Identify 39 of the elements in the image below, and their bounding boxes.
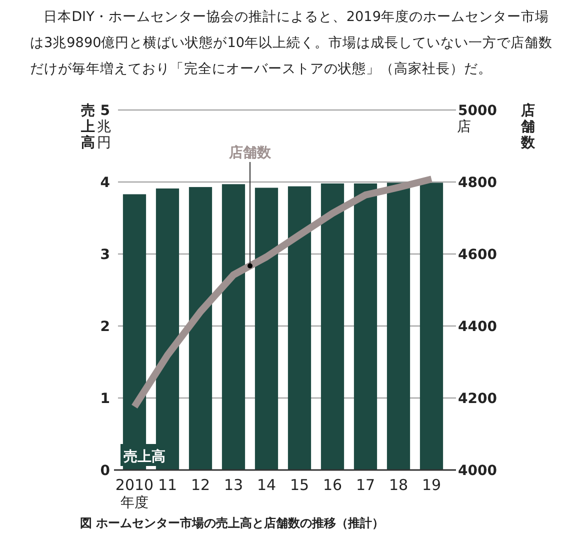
x-tick-label: 13 [224, 476, 244, 494]
y-tick-label: 0 [100, 463, 110, 479]
x-axis-title: 年度 [120, 495, 148, 511]
y-tick-label: 3 [100, 247, 110, 263]
text: 店舗数 [228, 144, 272, 161]
bar [354, 183, 378, 470]
x-tick-label: 19 [422, 476, 442, 494]
x-tick-label: 18 [388, 476, 408, 494]
bar [386, 182, 410, 470]
text: 図 ホームセンター市場の売上高と店舗数の推移（推計） [80, 516, 384, 530]
y-tick-label: 1 [100, 391, 110, 407]
bar [288, 186, 312, 470]
y-tick-label: 5 [100, 103, 110, 119]
bar [188, 187, 212, 470]
y2-tick-label: 4400 [458, 319, 498, 335]
bar [254, 188, 278, 470]
text: 兆円 [97, 119, 111, 151]
bar [320, 183, 344, 470]
series-label: 売上高 [124, 448, 166, 465]
bar [420, 182, 444, 470]
y-tick-label: 2 [100, 319, 110, 335]
x-tick-label: 15 [290, 476, 310, 494]
y2-axis-title: 店舗数 [520, 102, 536, 151]
text: 店 [457, 119, 471, 135]
y2-tick-label: 4200 [458, 391, 498, 407]
y2-tick-label: 4600 [458, 247, 498, 263]
text: 日本DIY・ホームセンター協会の推計によると、2019年度のホームセンター市場は3兆9890億円と横ばい状態が10年以上続く。市場は成長していない一方で店舗数だけが毎年増えており「完全にオーバーストアの状態」（高家社長）だ。 [30, 8, 554, 79]
bar [222, 184, 246, 470]
y-axis-title: 売上高 [80, 103, 95, 151]
x-tick-label: 2010 [115, 476, 154, 494]
x-tick-label: 12 [190, 476, 210, 494]
y2-tick-label: 4800 [458, 175, 498, 191]
x-tick-label: 16 [322, 476, 342, 494]
x-tick-label: 14 [256, 476, 276, 494]
y-tick-label: 4 [100, 175, 110, 191]
y2-tick-label: 5000 [458, 103, 498, 119]
y2-tick-label: 4000 [458, 463, 498, 479]
x-tick-label: 17 [356, 476, 376, 494]
x-tick-label: 11 [158, 476, 178, 494]
